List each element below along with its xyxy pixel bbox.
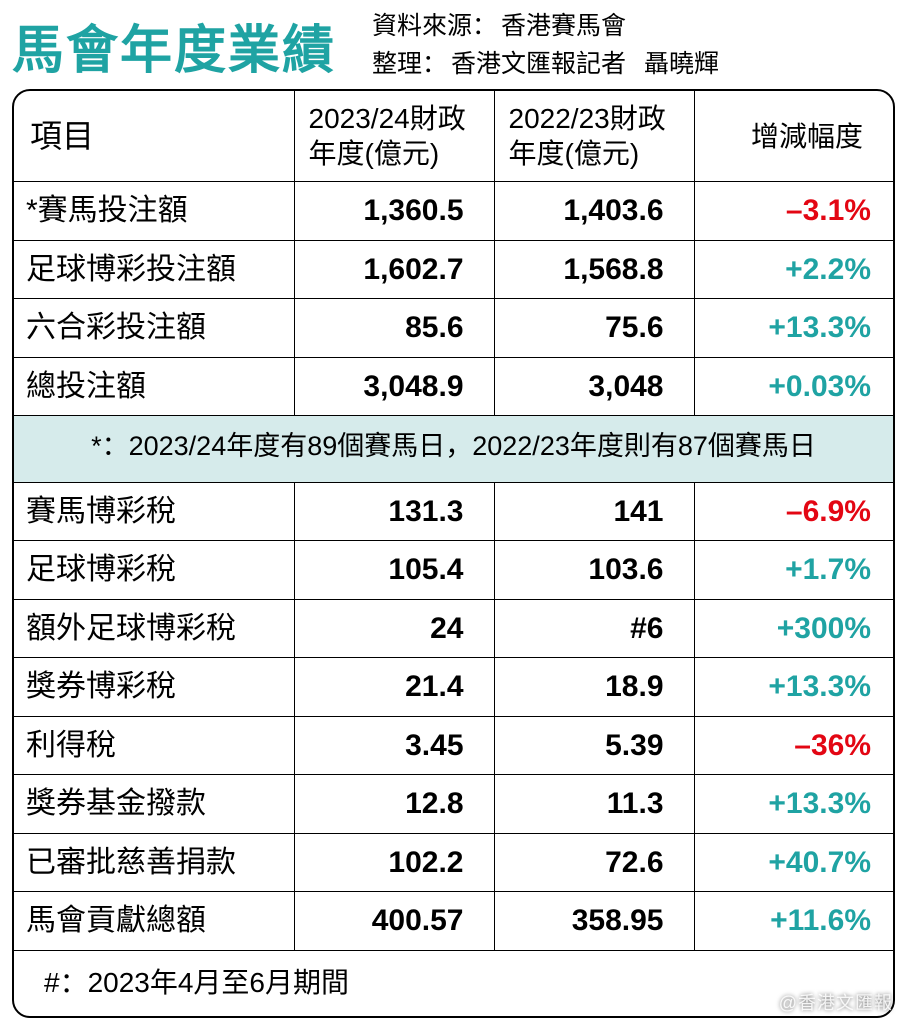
table-row: 足球博彩稅105.4103.6+1.7% (14, 541, 893, 600)
item-cell: 已審批慈善捐款 (14, 833, 294, 892)
value-fy2223: 18.9 (494, 658, 694, 717)
source-value: 香港賽馬會 (501, 8, 626, 46)
value-fy2223: 3,048 (494, 357, 694, 416)
table-row: 獎券基金撥款12.811.3+13.3% (14, 775, 893, 834)
results-table: 項目 2023/24財政年度(億元) 2022/23財政年度(億元) 增減幅度 … (14, 91, 893, 1016)
item-cell: 總投注額 (14, 357, 294, 416)
item-cell: 獎券基金撥款 (14, 775, 294, 834)
organizer-value: 香港文匯報記者 (451, 46, 626, 84)
source-block: 資料來源： 香港賽馬會 整理： 香港文匯報記者 聶曉輝 (372, 8, 719, 83)
value-fy2223: 11.3 (494, 775, 694, 834)
table-row: 總投注額3,048.93,048+0.03% (14, 357, 893, 416)
source-line-1: 資料來源： 香港賽馬會 (372, 8, 719, 46)
value-fy2324: 400.57 (294, 892, 494, 951)
value-fy2324: 3,048.9 (294, 357, 494, 416)
value-fy2324: 24 (294, 599, 494, 658)
table-row: 六合彩投注額85.675.6+13.3% (14, 299, 893, 358)
value-fy2324: 1,602.7 (294, 240, 494, 299)
col-header-change: 增減幅度 (694, 91, 893, 182)
table-row: 獎券博彩稅21.418.9+13.3% (14, 658, 893, 717)
value-fy2223: 358.95 (494, 892, 694, 951)
watermark: @香港文匯報 (779, 989, 893, 1015)
value-fy2223: 5.39 (494, 716, 694, 775)
source-label: 資料來源： (372, 8, 497, 46)
change-cell: +40.7% (694, 833, 893, 892)
table-row: 足球博彩投注額1,602.71,568.8+2.2% (14, 240, 893, 299)
note-2-text: #：2023年4月至6月期間 (14, 950, 893, 1016)
table-row: 額外足球博彩稅24#6+300% (14, 599, 893, 658)
item-cell: 六合彩投注額 (14, 299, 294, 358)
item-cell: 足球博彩稅 (14, 541, 294, 600)
change-cell: +11.6% (694, 892, 893, 951)
header: 馬會年度業績 資料來源： 香港賽馬會 整理： 香港文匯報記者 聶曉輝 (12, 8, 895, 83)
table-body: *賽馬投注額1,360.51,403.6–3.1%足球博彩投注額1,602.71… (14, 182, 893, 1016)
table-row: 已審批慈善捐款102.272.6+40.7% (14, 833, 893, 892)
table-header-row: 項目 2023/24財政年度(億元) 2022/23財政年度(億元) 增減幅度 (14, 91, 893, 182)
table-row: 賽馬博彩稅131.3141–6.9% (14, 482, 893, 541)
item-cell: *賽馬投注額 (14, 182, 294, 241)
item-cell: 額外足球博彩稅 (14, 599, 294, 658)
page-title: 馬會年度業績 (12, 8, 336, 83)
col-header-fy2324: 2023/24財政年度(億元) (294, 91, 494, 182)
item-cell: 馬會貢獻總額 (14, 892, 294, 951)
change-cell: –6.9% (694, 482, 893, 541)
change-cell: +13.3% (694, 658, 893, 717)
note-row-1: *：2023/24年度有89個賽馬日，2022/23年度則有87個賽馬日 (14, 416, 893, 483)
value-fy2223: 75.6 (494, 299, 694, 358)
value-fy2324: 85.6 (294, 299, 494, 358)
value-fy2324: 102.2 (294, 833, 494, 892)
value-fy2324: 12.8 (294, 775, 494, 834)
value-fy2324: 105.4 (294, 541, 494, 600)
value-fy2324: 131.3 (294, 482, 494, 541)
value-fy2223: 1,403.6 (494, 182, 694, 241)
table-row: 利得稅3.455.39–36% (14, 716, 893, 775)
value-fy2324: 1,360.5 (294, 182, 494, 241)
value-fy2223: 103.6 (494, 541, 694, 600)
item-cell: 足球博彩投注額 (14, 240, 294, 299)
table-row: *賽馬投注額1,360.51,403.6–3.1% (14, 182, 893, 241)
change-cell: +13.3% (694, 299, 893, 358)
note-1-text: *：2023/24年度有89個賽馬日，2022/23年度則有87個賽馬日 (14, 416, 893, 483)
value-fy2223: 141 (494, 482, 694, 541)
organizer-label: 整理： (372, 46, 447, 84)
value-fy2223: 72.6 (494, 833, 694, 892)
table-row: 馬會貢獻總額400.57358.95+11.6% (14, 892, 893, 951)
col-header-fy2223: 2022/23財政年度(億元) (494, 91, 694, 182)
reporter-name: 聶曉輝 (644, 46, 719, 84)
results-table-wrap: 項目 2023/24財政年度(億元) 2022/23財政年度(億元) 增減幅度 … (12, 89, 895, 1018)
change-cell: +13.3% (694, 775, 893, 834)
change-cell: +2.2% (694, 240, 893, 299)
change-cell: –3.1% (694, 182, 893, 241)
value-fy2324: 21.4 (294, 658, 494, 717)
item-cell: 利得稅 (14, 716, 294, 775)
change-cell: +300% (694, 599, 893, 658)
change-cell: –36% (694, 716, 893, 775)
value-fy2223: 1,568.8 (494, 240, 694, 299)
change-cell: +0.03% (694, 357, 893, 416)
note-row-2: #：2023年4月至6月期間 (14, 950, 893, 1016)
item-cell: 賽馬博彩稅 (14, 482, 294, 541)
change-cell: +1.7% (694, 541, 893, 600)
value-fy2324: 3.45 (294, 716, 494, 775)
col-header-item: 項目 (14, 91, 294, 182)
source-line-2: 整理： 香港文匯報記者 聶曉輝 (372, 46, 719, 84)
item-cell: 獎券博彩稅 (14, 658, 294, 717)
value-fy2223: #6 (494, 599, 694, 658)
